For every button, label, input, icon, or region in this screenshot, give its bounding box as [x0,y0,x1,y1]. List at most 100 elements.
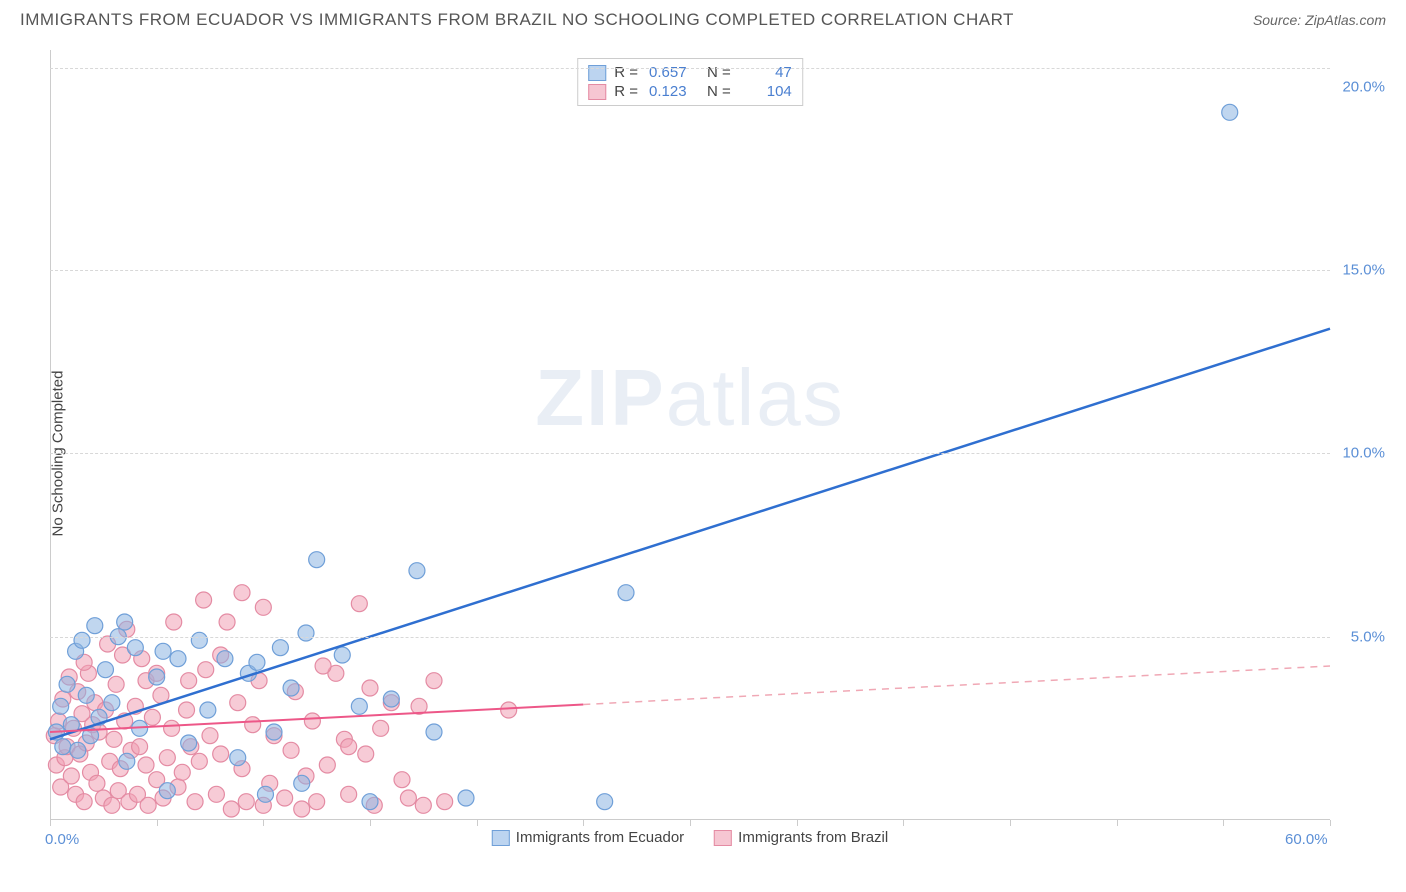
legend-series-item: Immigrants from Brazil [714,829,888,846]
brazil-point [76,794,92,810]
brazil-point [319,757,335,773]
ecuador-point [155,643,171,659]
brazil-point [341,739,357,755]
brazil-point [108,676,124,692]
legend-swatch [492,830,510,846]
x-tick [1117,820,1118,826]
n-label: N = [707,83,731,100]
brazil-point [164,720,180,736]
brazil-point [104,797,120,813]
n-value: 104 [742,83,792,100]
brazil-point [208,786,224,802]
x-tick-label: 0.0% [45,831,79,848]
brazil-point [283,742,299,758]
brazil-point [294,801,310,817]
legend-series-label: Immigrants from Brazil [738,829,888,846]
legend-series-item: Immigrants from Ecuador [492,829,684,846]
source-attribution: Source: ZipAtlas.com [1253,12,1386,28]
ecuador-point [257,786,273,802]
brazil-point [179,702,195,718]
brazil-point [426,673,442,689]
ecuador-point [426,724,442,740]
grid-line [50,270,1330,271]
legend-swatch [588,65,606,81]
legend-series: Immigrants from Ecuador Immigrants from B… [492,829,888,846]
y-tick-label: 10.0% [1342,445,1385,462]
ecuador-point [458,790,474,806]
grid-line [50,453,1330,454]
ecuador-point [283,680,299,696]
grid-line [50,68,1330,69]
y-tick-label: 15.0% [1342,262,1385,279]
legend-series-label: Immigrants from Ecuador [516,829,684,846]
ecuador-point [149,669,165,685]
ecuador-point [191,632,207,648]
x-tick [50,820,51,826]
ecuador-point [119,753,135,769]
brazil-point [341,786,357,802]
legend-swatch [588,84,606,100]
brazil-point [140,797,156,813]
ecuador-point [181,735,197,751]
r-value: 0.657 [649,64,699,81]
n-value: 47 [742,64,792,81]
brazil-trendline-extrapolated [583,666,1330,705]
r-label: R = [614,83,638,100]
brazil-point [138,757,154,773]
brazil-point [198,662,214,678]
ecuador-point [272,640,288,656]
ecuador-point [127,640,143,656]
r-label: R = [614,64,638,81]
ecuador-point [87,618,103,634]
x-tick [903,820,904,826]
ecuador-point [70,742,86,758]
grid-line [50,637,1330,638]
brazil-point [437,794,453,810]
brazil-point [234,585,250,601]
x-tick [157,820,158,826]
brazil-point [187,794,203,810]
x-tick [690,820,691,826]
brazil-point [415,797,431,813]
brazil-point [213,746,229,762]
brazil-point [132,739,148,755]
brazil-point [230,695,246,711]
ecuador-point [298,625,314,641]
chart-header: IMMIGRANTS FROM ECUADOR VS IMMIGRANTS FR… [0,0,1406,35]
x-tick [263,820,264,826]
brazil-point [219,614,235,630]
x-tick [1330,820,1331,826]
x-tick [583,820,584,826]
ecuador-point [74,632,90,648]
brazil-point [315,658,331,674]
ecuador-point [362,794,378,810]
brazil-point [89,775,105,791]
chart-area: No Schooling Completed ZIPatlas R =0.657… [50,50,1330,840]
ecuador-point [117,614,133,630]
ecuador-point [53,698,69,714]
y-tick-label: 5.0% [1351,628,1385,645]
ecuador-point [200,702,216,718]
brazil-point [166,614,182,630]
brazil-point [144,709,160,725]
ecuador-point [618,585,634,601]
n-label: N = [707,64,731,81]
legend-stats: R =0.657N =47R =0.123N =104 [577,58,803,106]
brazil-point [202,728,218,744]
brazil-point [245,717,261,733]
ecuador-point [334,647,350,663]
ecuador-point [266,724,282,740]
x-tick [1010,820,1011,826]
x-tick [370,820,371,826]
brazil-point [174,764,190,780]
brazil-point [63,768,79,784]
brazil-point [501,702,517,718]
ecuador-point [170,651,186,667]
ecuador-point [249,654,265,670]
ecuador-point [597,794,613,810]
ecuador-point [55,739,71,755]
ecuador-point [104,695,120,711]
brazil-point [373,720,389,736]
brazil-point [309,794,325,810]
ecuador-point [230,750,246,766]
